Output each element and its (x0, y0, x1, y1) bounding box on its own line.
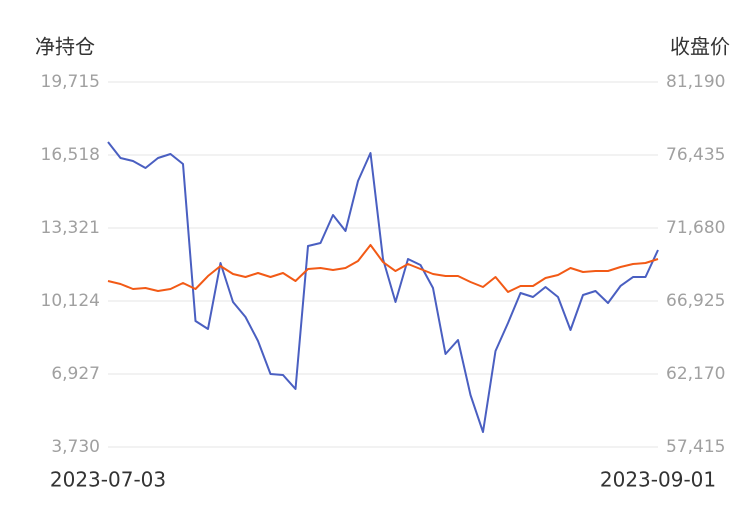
y-tick-label: 19,715 (41, 72, 100, 92)
y-tick-label: 3,730 (51, 437, 100, 457)
y2-tick-label: 66,925 (666, 291, 725, 311)
x-tick-label: 2023-09-01 (600, 468, 716, 492)
y-tick-label: 10,124 (41, 291, 100, 311)
y2-tick-label: 71,680 (666, 218, 725, 238)
y2-tick-label: 57,415 (666, 437, 725, 457)
y-tick-label: 16,518 (41, 145, 100, 165)
series-line (107, 243, 659, 294)
y2-axis-title: 收盘价 (670, 35, 730, 59)
series-line (107, 141, 659, 434)
x-tick-label: 2023-07-03 (50, 468, 166, 492)
y-tick-label: 13,321 (41, 218, 100, 238)
y-tick-label: 6,927 (51, 364, 100, 384)
y2-tick-label: 81,190 (666, 72, 725, 92)
y2-tick-label: 76,435 (666, 145, 725, 165)
y-axis-title: 净持仓 (35, 35, 95, 59)
y2-tick-label: 62,170 (666, 364, 725, 384)
